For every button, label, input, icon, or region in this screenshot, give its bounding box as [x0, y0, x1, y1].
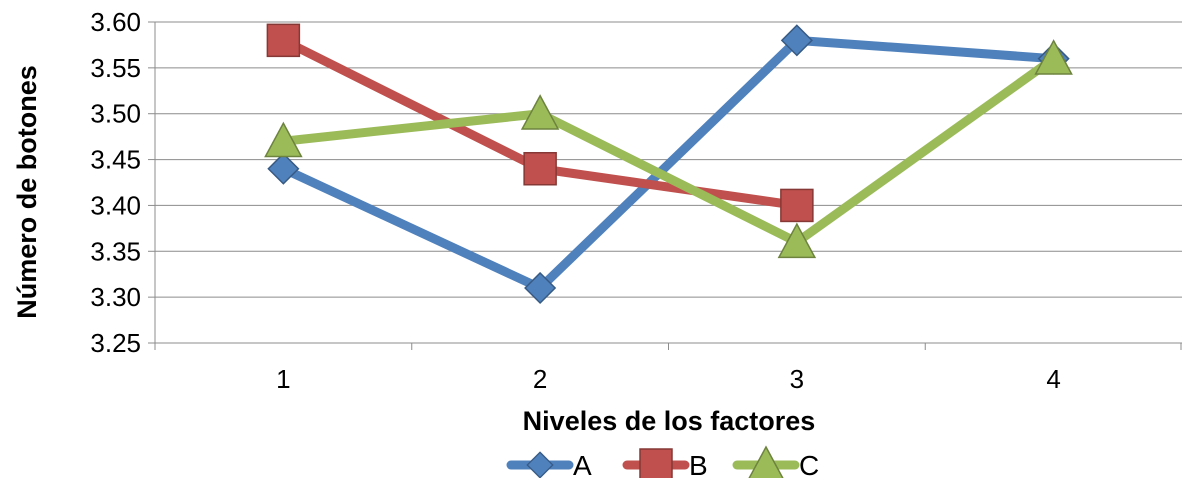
x-tick-label: 1	[276, 364, 290, 394]
y-tick-label: 3.30	[90, 282, 141, 312]
legend-item-C: C	[732, 445, 819, 478]
x-axis-title: Niveles de los factores	[523, 406, 816, 436]
series-markers-B	[266, 23, 814, 223]
x-tick-label: 4	[1046, 364, 1060, 394]
legend: A B C	[506, 445, 819, 478]
y-axis-title: Número de botones	[12, 65, 42, 319]
data-point-A	[780, 24, 813, 57]
data-point-C	[1034, 39, 1073, 75]
data-point-A	[267, 152, 300, 185]
y-tick-label: 3.55	[90, 53, 141, 83]
data-point-C	[264, 121, 303, 158]
data-point-A	[524, 271, 557, 305]
legend-label: A	[573, 450, 592, 478]
legend-marker	[526, 451, 554, 478]
y-tick-label: 3.50	[90, 99, 141, 129]
legend-item-B: B	[622, 448, 708, 478]
series-C	[278, 54, 1059, 247]
y-tick-labels: 3.25 3.30 3.35 3.40 3.45 3.50 3.55 3.60	[90, 7, 141, 358]
x-tick-label: 2	[533, 364, 547, 394]
data-point-B	[523, 151, 557, 186]
legend-label: B	[689, 450, 708, 478]
legend-marker	[639, 448, 673, 478]
y-tick-label: 3.45	[90, 145, 141, 175]
data-point-C	[777, 222, 817, 259]
y-tick-label: 3.35	[90, 236, 141, 266]
x-tick-labels: 1 2 3 4	[276, 364, 1061, 394]
y-tick-label: 3.25	[90, 328, 141, 358]
data-point-C	[520, 94, 560, 130]
series-A	[278, 35, 1059, 293]
series-line-A	[278, 35, 1059, 293]
y-tick-label: 3.60	[90, 7, 141, 37]
x-tick-label: 3	[790, 364, 804, 394]
data-point-B	[266, 23, 301, 58]
series-line-C	[278, 54, 1059, 247]
data-point-B	[780, 188, 814, 223]
legend-item-A: A	[506, 450, 592, 478]
y-tick-label: 3.40	[90, 190, 141, 220]
legend-label: C	[799, 450, 819, 478]
axes	[154, 22, 1182, 350]
series-markers-C	[264, 39, 1073, 259]
series-layer	[264, 23, 1073, 305]
legend-marker	[748, 445, 784, 478]
